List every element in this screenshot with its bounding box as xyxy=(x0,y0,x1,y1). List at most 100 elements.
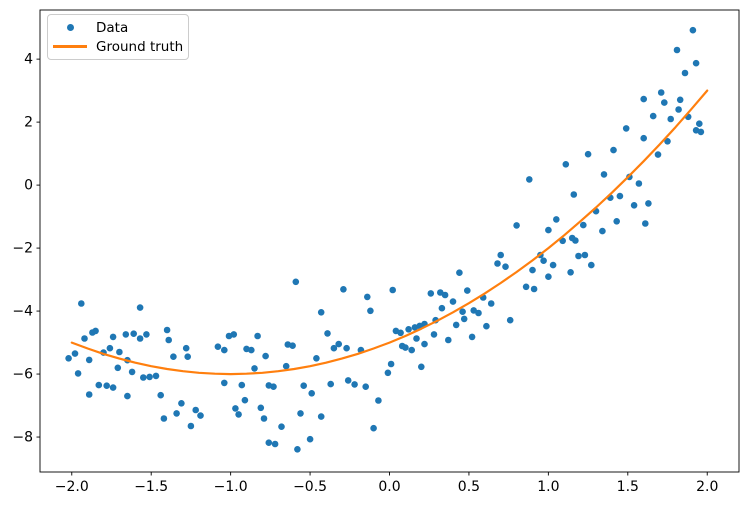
legend-item-data: Data xyxy=(53,18,180,37)
data-point xyxy=(238,381,246,389)
data-point xyxy=(143,331,150,338)
data-point xyxy=(292,278,300,286)
data-point xyxy=(343,344,350,352)
data-point xyxy=(502,263,509,271)
data-point xyxy=(294,446,301,453)
data-point xyxy=(545,273,552,281)
data-point xyxy=(494,260,501,267)
data-point xyxy=(692,59,700,67)
data-point xyxy=(124,392,131,400)
data-point xyxy=(460,315,468,323)
data-point xyxy=(78,300,85,307)
data-point xyxy=(667,115,674,123)
data-point xyxy=(397,329,404,337)
data-point xyxy=(475,309,482,317)
data-point xyxy=(297,410,304,417)
data-point xyxy=(170,353,177,361)
data-marker-icon xyxy=(53,24,87,31)
legend: Data Ground truth xyxy=(47,14,189,60)
data-point xyxy=(645,200,652,207)
data-point xyxy=(452,321,460,329)
data-point xyxy=(140,374,147,381)
data-point xyxy=(182,344,190,352)
data-point xyxy=(278,423,285,431)
data-point xyxy=(173,410,180,417)
data-point xyxy=(664,138,671,145)
data-point xyxy=(427,290,435,297)
data-point xyxy=(540,257,547,265)
data-point xyxy=(271,440,279,448)
data-point xyxy=(248,346,255,354)
data-point xyxy=(65,355,72,362)
data-point xyxy=(95,381,103,389)
data-point xyxy=(413,335,420,342)
data-point xyxy=(306,435,314,443)
x-tick-label: 0.5 xyxy=(458,479,480,495)
data-point xyxy=(599,227,606,235)
data-point xyxy=(642,220,649,227)
y-tick-label: −2 xyxy=(12,241,33,257)
data-point xyxy=(600,171,608,178)
data-point xyxy=(265,439,273,447)
data-point xyxy=(116,348,123,356)
data-point xyxy=(235,411,242,418)
data-point xyxy=(270,383,277,391)
data-point xyxy=(375,397,382,404)
data-point xyxy=(330,344,338,352)
legend-item-ground-truth: Ground truth xyxy=(53,37,183,56)
data-point xyxy=(192,406,199,414)
x-tick-label: 1.5 xyxy=(617,479,639,495)
line-icon xyxy=(53,45,87,48)
data-point xyxy=(570,191,578,198)
data-point xyxy=(449,298,457,305)
data-point xyxy=(165,336,172,344)
data-point xyxy=(317,413,325,420)
data-point xyxy=(364,293,371,301)
data-point xyxy=(567,269,574,276)
data-point xyxy=(197,412,204,419)
y-tick-label: −8 xyxy=(12,430,33,446)
data-point xyxy=(613,218,620,225)
x-tick-label: 1.0 xyxy=(537,479,559,495)
data-point xyxy=(635,180,643,187)
data-point xyxy=(408,346,416,354)
data-point xyxy=(610,146,617,154)
data-point xyxy=(114,364,122,372)
data-point xyxy=(163,326,171,334)
data-point xyxy=(630,202,638,209)
data-point xyxy=(581,251,589,259)
data-point xyxy=(103,382,110,390)
data-point xyxy=(530,285,538,293)
data-point xyxy=(402,344,409,351)
data-point xyxy=(692,127,700,134)
x-tick-label: −0.5 xyxy=(293,479,327,495)
data-point xyxy=(324,330,331,337)
data-point xyxy=(622,125,630,132)
data-point xyxy=(562,161,570,168)
data-point xyxy=(441,291,449,299)
data-point xyxy=(214,343,222,351)
data-point xyxy=(308,390,316,397)
data-point xyxy=(456,269,463,277)
data-point xyxy=(130,330,137,338)
data-point xyxy=(146,373,153,381)
data-point xyxy=(568,234,576,242)
data-point xyxy=(85,391,93,398)
data-point xyxy=(575,252,582,260)
data-point xyxy=(654,151,662,158)
data-point xyxy=(251,365,258,372)
data-point xyxy=(262,352,269,360)
data-point xyxy=(513,222,520,229)
data-point xyxy=(74,370,82,377)
line-marker-icon xyxy=(53,45,87,48)
data-point xyxy=(109,384,117,391)
data-point xyxy=(468,333,476,341)
plot-border xyxy=(39,9,740,473)
data-point xyxy=(340,286,347,293)
data-point xyxy=(445,336,452,344)
data-point xyxy=(351,381,358,388)
data-point xyxy=(430,331,438,338)
data-point xyxy=(152,372,160,380)
data-point xyxy=(221,346,228,354)
